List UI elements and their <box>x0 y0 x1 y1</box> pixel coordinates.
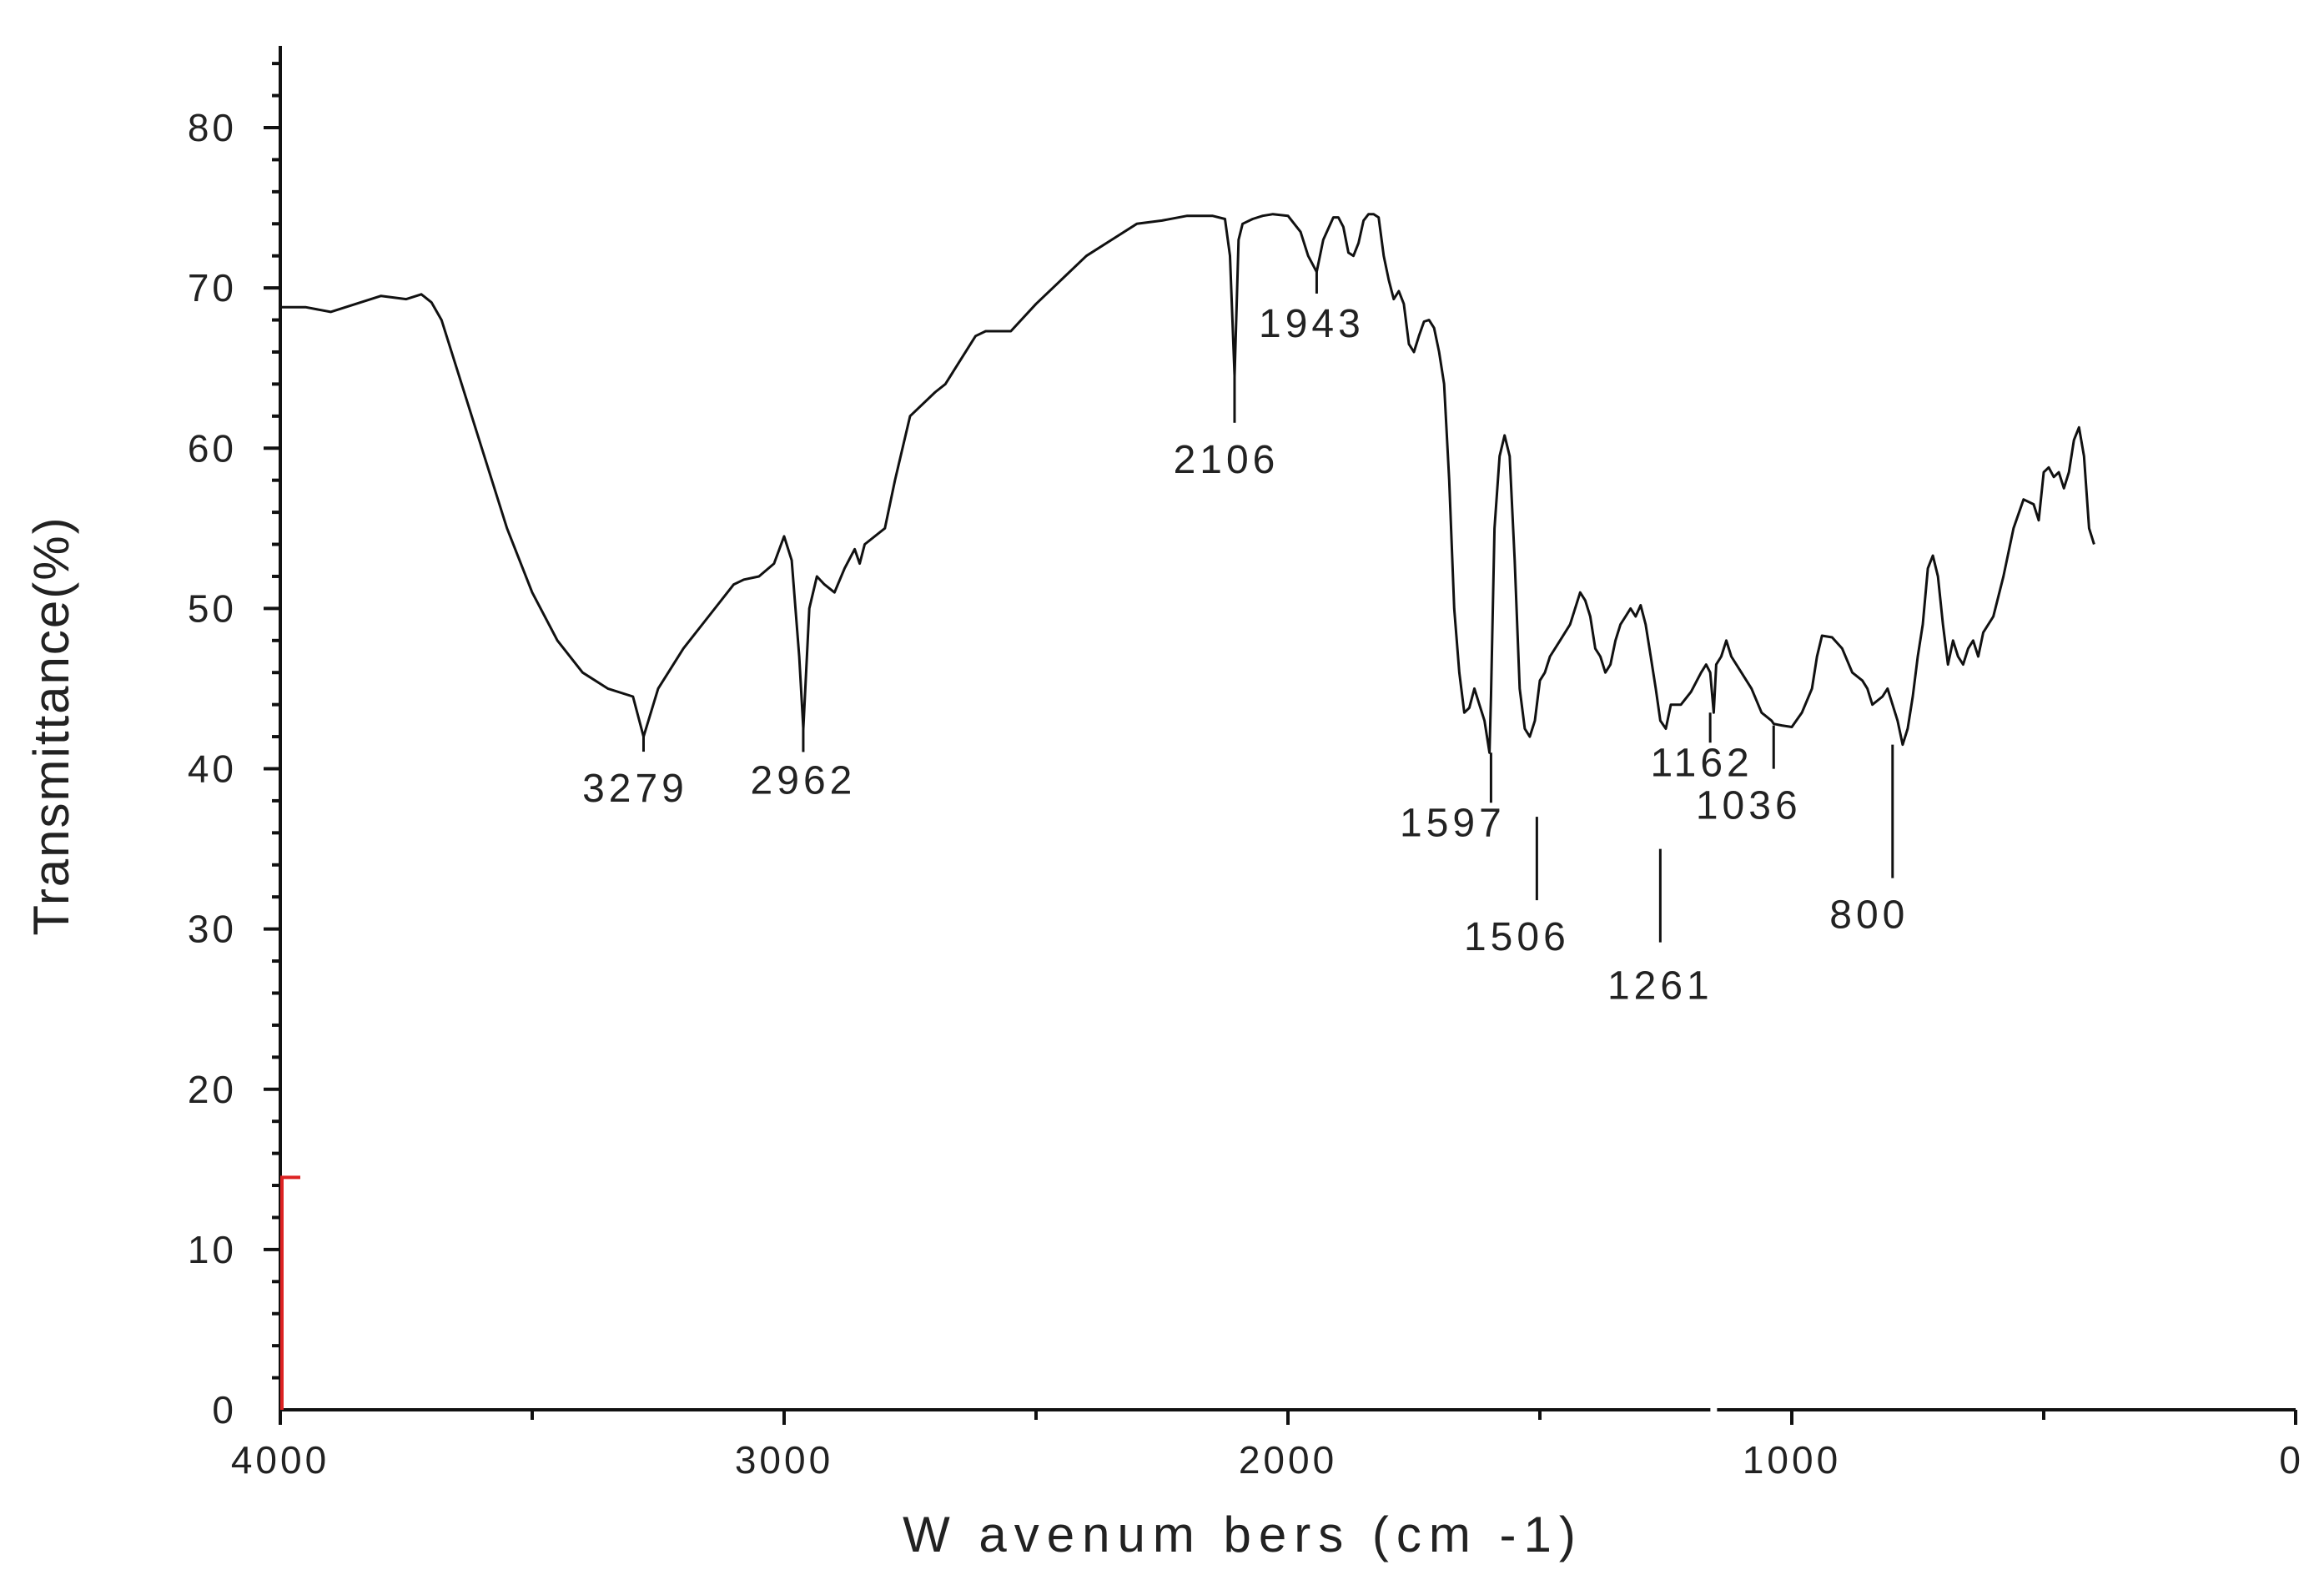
series-line-spectrum <box>280 213 2095 754</box>
y-tick-label: 0 <box>212 1388 237 1432</box>
x-axis-title: W avenum bers (cm -1) <box>903 1507 1583 1562</box>
y-tick-label: 30 <box>188 908 237 951</box>
x-tick-label: 2000 <box>1239 1438 1337 1482</box>
y-axis-title: Transmittance(%) <box>23 516 79 935</box>
y-tick-label: 80 <box>188 106 237 149</box>
peak-label: 1943 <box>1259 302 1365 346</box>
peak-label: 1506 <box>1464 915 1570 959</box>
y-tick-label: 10 <box>188 1228 237 1271</box>
x-tick-label: 1000 <box>1743 1438 1841 1482</box>
y-tick-label: 50 <box>188 586 237 630</box>
peak-label: 2106 <box>1174 438 1280 482</box>
y-tick-label: 20 <box>188 1068 237 1111</box>
peak-label: 1597 <box>1400 801 1506 845</box>
x-tick-label: 0 <box>2279 1438 2304 1482</box>
peak-label: 3279 <box>582 767 688 811</box>
peak-label: 1261 <box>1607 964 1713 1009</box>
y-ticks: 0 10 20 30 40 50 60 70 80 <box>188 62 280 1432</box>
x-tick-label: 3000 <box>735 1438 833 1482</box>
y-tick-label: 70 <box>188 266 237 309</box>
y-tick-label: 40 <box>188 747 237 791</box>
x-tick-label: 4000 <box>231 1438 329 1482</box>
y-tick-label: 60 <box>188 426 237 470</box>
peak-label: 2962 <box>751 758 857 803</box>
axes <box>279 46 2296 1414</box>
peak-label: 800 <box>1829 893 1909 938</box>
peak-label: 1036 <box>1696 784 1802 828</box>
peak-label: 1162 <box>1651 741 1753 785</box>
x-ticks: 4000 3000 2000 1000 0 <box>231 1410 2304 1482</box>
